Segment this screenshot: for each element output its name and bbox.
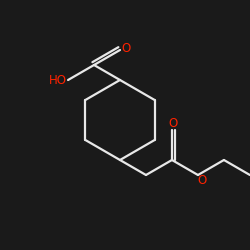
Text: O: O <box>122 42 131 55</box>
Text: O: O <box>168 116 178 130</box>
Text: HO: HO <box>49 74 67 86</box>
Text: O: O <box>197 174 206 187</box>
